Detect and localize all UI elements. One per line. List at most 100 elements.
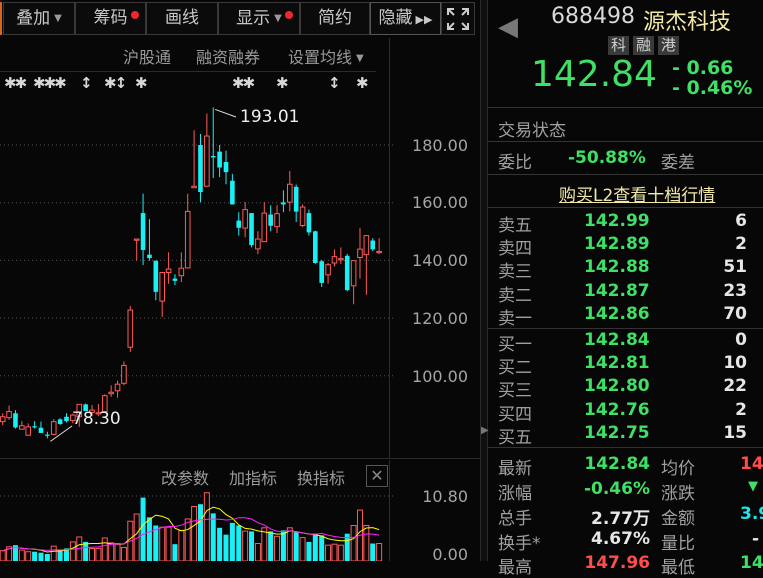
panel-splitter[interactable]: ▶ (480, 0, 489, 561)
set-ma-dropdown[interactable]: 设置均线 ▼ (288, 44, 364, 68)
volume-bar (89, 547, 96, 561)
draw-button[interactable]: 画线 (146, 2, 218, 35)
simple-button[interactable]: 简约 (300, 2, 370, 35)
candle-up (70, 414, 76, 422)
candle-down (223, 162, 229, 173)
event-marker-icon[interactable]: ↕ (80, 74, 93, 92)
y-tick-label: 10.80 (422, 487, 468, 506)
level-volume: 2 (735, 234, 747, 255)
candle-up (50, 421, 57, 435)
candle-up (255, 238, 261, 250)
volume-value: 2.77万 (591, 509, 650, 529)
level-name: 卖五 (498, 216, 532, 236)
volume-bar (312, 533, 318, 561)
volume-bar (223, 534, 229, 561)
candle-down (210, 155, 216, 158)
event-marker-icon[interactable]: ✱✱ (232, 74, 255, 92)
volume-bar (69, 541, 76, 561)
volume-ratio-value: - (752, 529, 760, 549)
divider (0, 458, 480, 459)
candle-up (287, 183, 293, 203)
expand-arrow-icon[interactable]: ▶ (481, 425, 489, 436)
latest-value: 142.84 (584, 454, 650, 474)
divider (488, 174, 763, 175)
volume-bar (376, 543, 383, 561)
candle-up (19, 425, 25, 430)
bid-row[interactable]: 买三 142.80 22 (488, 376, 763, 401)
hide-button[interactable]: 隐藏 ▶▶ (370, 2, 441, 35)
candlestick-chart[interactable] (0, 0, 480, 561)
candle-up (299, 206, 306, 226)
event-marker-icon[interactable]: ✱ (135, 74, 148, 92)
volume-bar (44, 554, 50, 561)
volume-bar (363, 525, 370, 561)
level-name: 卖三 (498, 262, 532, 283)
volume-bar (178, 529, 185, 561)
volume-bar (12, 545, 18, 561)
hide-label: 隐藏 (378, 8, 413, 28)
volume-bar (114, 543, 121, 561)
prev-stock-icon[interactable]: ◀ (498, 12, 518, 42)
ask-row[interactable]: 卖三 142.88 51 (488, 257, 763, 283)
chips-button[interactable]: 筹码 (75, 2, 146, 35)
ask-row[interactable]: 卖四 142.89 2 (488, 234, 763, 259)
caret-down-icon: ▼ (356, 53, 364, 64)
event-marker-icon[interactable]: ↕ (328, 74, 341, 92)
ask-row[interactable]: 卖一 142.86 70 (488, 304, 763, 329)
candle-up (376, 250, 382, 254)
high-label: 最高 (498, 558, 532, 578)
bid-row[interactable]: 买二 142.81 10 (488, 353, 763, 378)
level-name: 买五 (498, 427, 532, 448)
close-icon[interactable]: ✕ (366, 465, 388, 487)
add-indicator-button[interactable]: 加指标 (229, 469, 278, 488)
edit-params-button[interactable]: 改参数 (161, 469, 210, 488)
candle-up (76, 403, 83, 418)
y-tick-label: 140.00 (412, 251, 468, 270)
low-arrow (50, 425, 73, 442)
bid-row[interactable]: 买五 142.75 15 (488, 422, 763, 448)
event-marker-icon[interactable]: ✱ (356, 74, 369, 92)
event-marker-icon[interactable]: ✱↕ (104, 74, 127, 92)
bid-row[interactable]: 买一 142.84 0 (488, 330, 763, 355)
avg-price-value: 14 (740, 454, 763, 474)
event-marker-icon[interactable]: ✱✱ (4, 74, 27, 92)
low-value: 14 (740, 553, 763, 573)
level-price: 142.84 (584, 330, 650, 350)
volume-bar (203, 492, 210, 561)
divider (488, 141, 763, 142)
candle-up (133, 238, 140, 241)
hsgt-link[interactable]: 沪股通 (123, 48, 172, 67)
candle-up (242, 209, 248, 229)
candle-up (184, 210, 191, 269)
ask-row[interactable]: 卖二 142.87 23 (488, 281, 763, 306)
level-name: 卖二 (498, 285, 532, 306)
margin-trading-link[interactable]: 融资融券 (196, 48, 261, 67)
volume-bar (242, 530, 249, 561)
overlay-button[interactable]: 叠加 ▼ (3, 2, 75, 35)
star-market-tag: 科 (608, 36, 630, 55)
divider (488, 207, 763, 208)
level-volume: 2 (735, 399, 747, 420)
level-volume: 0 (735, 330, 747, 350)
volume-bar (217, 527, 223, 561)
switch-indicator-button[interactable]: 换指标 (297, 469, 346, 488)
event-marker-icon[interactable]: ✱ (276, 74, 289, 92)
price-change-pct: - 0.46% (672, 77, 753, 99)
candle-up (121, 364, 127, 384)
volume-bar (38, 552, 44, 561)
volume-bar (184, 518, 191, 561)
event-marker-icon[interactable]: ✱✱✱ (33, 74, 67, 92)
fullscreen-icon (447, 8, 469, 30)
volume-bar (370, 543, 376, 561)
change-pct-value: -0.46% (583, 479, 650, 499)
level-volume: 15 (723, 422, 747, 443)
low-label: 最低 (661, 558, 695, 578)
display-button[interactable]: 显示 ▼ (218, 2, 300, 35)
y-tick-label: 180.00 (412, 136, 468, 155)
notification-dot-icon (285, 11, 293, 19)
bid-row[interactable]: 买四 142.76 2 (488, 399, 763, 425)
candle-up (338, 258, 344, 261)
l2-upgrade-link[interactable]: 购买L2查看十档行情 (559, 186, 716, 206)
fullscreen-button[interactable] (441, 2, 475, 35)
ask-row[interactable]: 卖五 142.99 6 (488, 211, 763, 236)
